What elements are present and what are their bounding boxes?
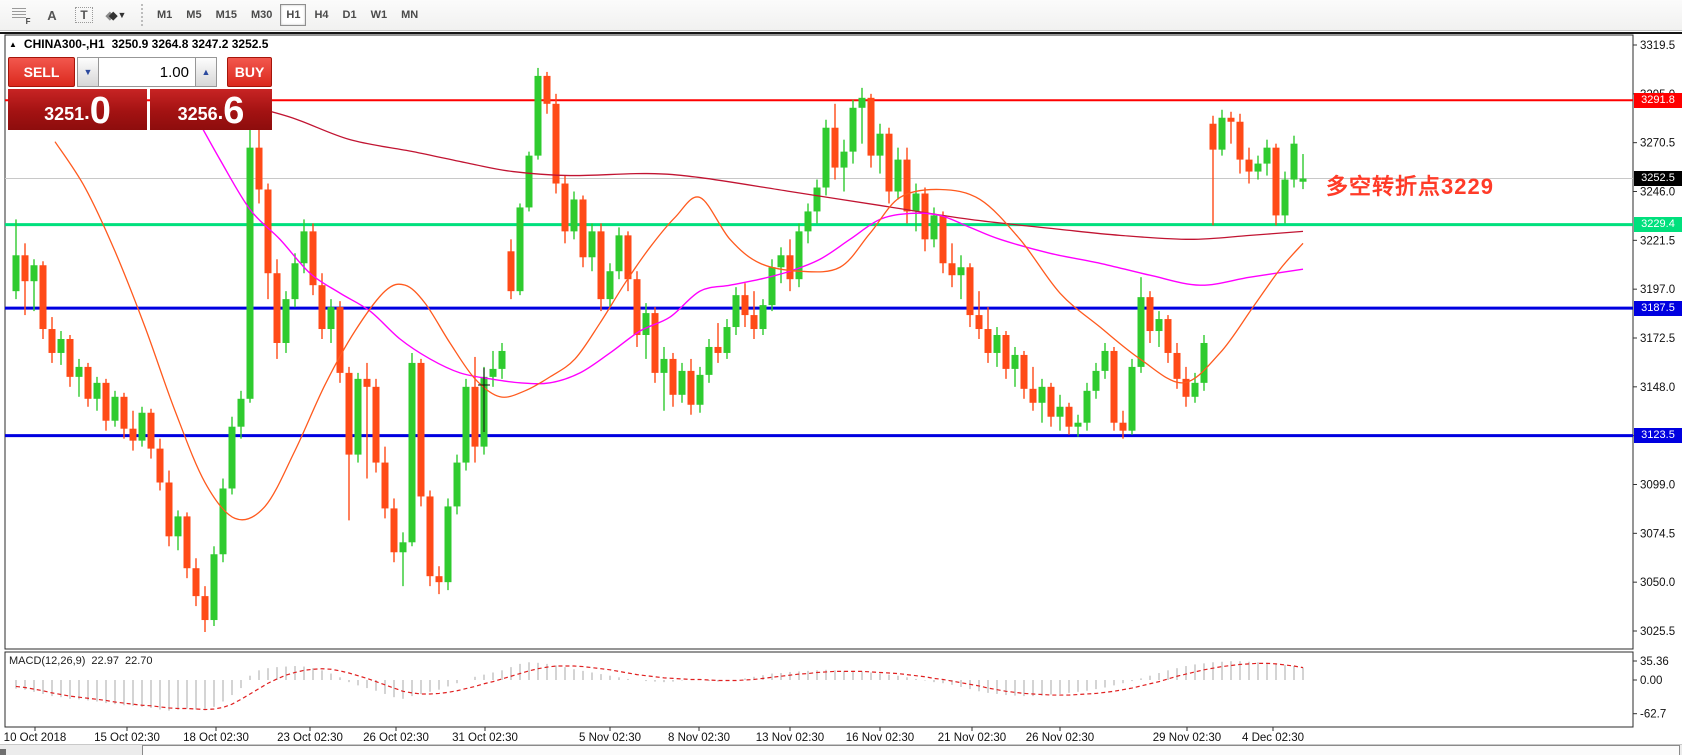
letter-t-icon: T — [75, 7, 93, 23]
macd-indicator-label: MACD(12,26,9) 22.97 22.70 — [9, 655, 152, 667]
timeframe-button-h1[interactable]: H1 — [280, 4, 307, 26]
price-line-badge: 3187.5 — [1634, 300, 1682, 316]
price-line-badge: 3229.4 — [1634, 217, 1682, 233]
timeframe-button-mn[interactable]: MN — [401, 9, 419, 21]
scrollbar-thumb[interactable] — [142, 745, 1680, 755]
chart-window[interactable] — [0, 32, 1682, 755]
sell-price-big-digit: 0 — [89, 90, 111, 132]
text-label-tool-button[interactable]: T — [71, 3, 97, 27]
shapes-icon: ◆◆ — [105, 9, 119, 22]
macd-name: MACD(12,26,9) — [9, 655, 86, 667]
grid-icon: F — [11, 8, 31, 26]
macd-main-value: 22.97 — [91, 655, 119, 667]
volume-input[interactable] — [99, 57, 195, 87]
shapes-tool-button[interactable]: ◆◆ ▼ — [103, 3, 129, 27]
volume-increase-button[interactable]: ▲ — [195, 57, 217, 87]
timeframe-button-m15[interactable]: M15 — [215, 9, 237, 21]
toolbar: F A T ◆◆ ▼ M1 M5 M15 M30 H1 H4 D1 W1 MN — [0, 0, 1682, 31]
spinner-down-icon: ▼ — [83, 67, 93, 77]
buy-button[interactable]: BUY — [227, 57, 272, 87]
sell-button[interactable]: SELL — [8, 57, 75, 87]
price-line-badge: 3291.8 — [1634, 92, 1682, 108]
font-tool-button[interactable]: A — [39, 3, 65, 27]
buy-price-big-digit: 6 — [223, 90, 245, 132]
collapse-triangle-icon: ▲ — [9, 39, 17, 49]
cursor-grid-icon[interactable]: F — [7, 3, 33, 27]
sell-price-display[interactable]: 3251. 0 — [8, 89, 147, 132]
sell-price-main: 3251 — [44, 104, 85, 124]
timeframe-button-group: M1 M5 M15 M30 H1 H4 D1 W1 MN — [150, 4, 425, 26]
symbol-name: CHINA300-,H1 — [23, 37, 105, 51]
timeframe-button-m30[interactable]: M30 — [250, 9, 273, 21]
timeframe-button-w1[interactable]: W1 — [370, 9, 388, 21]
horizontal-scrollbar — [0, 744, 1682, 755]
chevron-down-icon: ▼ — [117, 10, 127, 20]
timeframe-button-m5[interactable]: M5 — [186, 9, 202, 21]
timeframe-button-d1[interactable]: D1 — [342, 9, 357, 21]
chart-text-annotation: 多空转折点3229 — [1326, 174, 1494, 199]
volume-decrease-button[interactable]: ▼ — [77, 57, 99, 87]
letter-a-icon: A — [47, 7, 57, 23]
scrollbar-corner — [0, 749, 6, 755]
timeframe-button-m1[interactable]: M1 — [157, 9, 173, 21]
buy-price-display[interactable]: 3256. 6 — [150, 89, 272, 132]
one-click-trade-panel: SELL ▼ ▲ BUY 3251.0 3256.6 — [8, 57, 272, 132]
price-line-badge: 3252.5 — [1634, 171, 1682, 187]
symbol-ohlc-values: 3250.9 3264.8 3247.2 3252.5 — [111, 37, 269, 51]
price-line-badge: 3123.5 — [1634, 428, 1682, 444]
chart-title: ▲ CHINA300-,H1 3250.9 3264.8 3247.2 3252… — [9, 37, 268, 51]
spinner-up-icon: ▲ — [201, 67, 211, 77]
macd-signal-value: 22.70 — [124, 655, 153, 667]
timeframe-button-h4[interactable]: H4 — [314, 9, 329, 21]
toolbar-separator — [141, 4, 143, 26]
buy-price-main: 3256 — [177, 104, 218, 124]
